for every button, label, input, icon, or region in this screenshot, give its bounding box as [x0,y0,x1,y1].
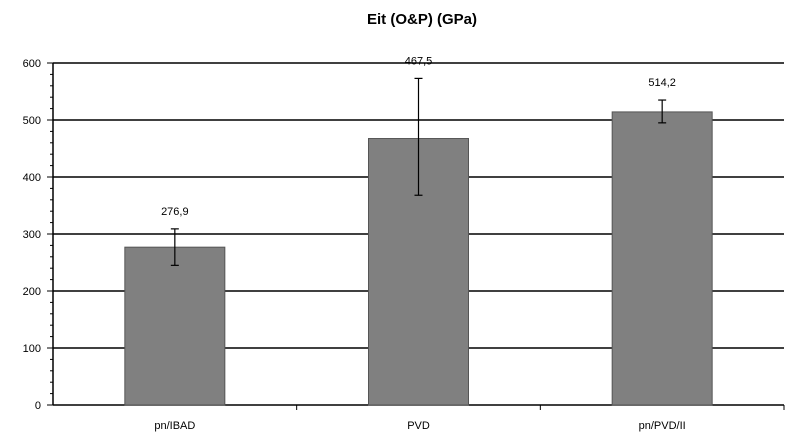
y-tick-label: 400 [23,172,41,184]
bars [124,77,713,406]
data-label: 276,9 [161,206,189,218]
bar [124,246,226,406]
bar [611,111,713,406]
data-label: 514,2 [648,77,676,89]
y-tick-label: 500 [23,115,41,127]
y-tick-label: 600 [23,58,41,70]
data-label: 467,5 [405,55,433,67]
x-tick-label: PVD [407,420,430,432]
y-tick-label: 300 [23,229,41,241]
data-labels: 276,9 pn/IBAD 467,5 PVD 514,2 pn/PVD/II [154,55,685,432]
chart-title: Eit (O&P) (GPa) [367,11,477,28]
x-tick-label: pn/PVD/II [639,420,686,432]
y-tick-label: 0 [35,400,41,412]
x-tick-label: pn/IBAD [154,420,195,432]
y-tick-label: 100 [23,343,41,355]
y-tick-label: 200 [23,286,41,298]
